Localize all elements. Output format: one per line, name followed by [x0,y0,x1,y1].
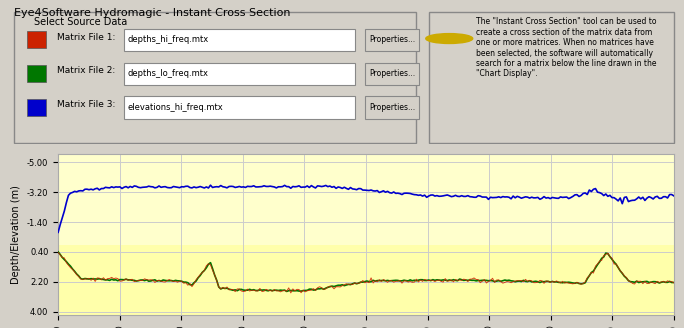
Bar [27,99,46,116]
Text: depths_lo_freq.mtx: depths_lo_freq.mtx [127,69,209,78]
FancyBboxPatch shape [124,96,356,119]
FancyBboxPatch shape [124,63,356,85]
FancyBboxPatch shape [365,63,419,85]
Bar [58,245,674,320]
Bar [27,31,46,49]
FancyBboxPatch shape [365,29,419,51]
Text: Matrix File 1:: Matrix File 1: [57,32,116,42]
Y-axis label: Depth/Elevation (m): Depth/Elevation (m) [12,185,21,284]
Text: depths_hi_freq.mtx: depths_hi_freq.mtx [127,35,209,45]
Bar [27,65,46,82]
Text: Properties...: Properties... [369,103,415,112]
Text: The "Instant Cross Section" tool can be used to
create a cross section of the ma: The "Instant Cross Section" tool can be … [476,17,657,78]
Text: Select Source Data: Select Source Data [34,17,127,27]
FancyBboxPatch shape [365,96,419,119]
Text: Matrix File 3:: Matrix File 3: [57,100,116,109]
FancyBboxPatch shape [124,29,356,51]
Text: elevations_hi_freq.mtx: elevations_hi_freq.mtx [127,103,223,112]
Text: Properties...: Properties... [369,69,415,78]
Circle shape [425,33,473,44]
FancyBboxPatch shape [429,12,674,143]
Text: Matrix File 2:: Matrix File 2: [57,67,116,75]
Text: Properties...: Properties... [369,35,415,45]
FancyBboxPatch shape [14,12,416,143]
Text: Eye4Software Hydromagic - Instant Cross Section: Eye4Software Hydromagic - Instant Cross … [14,8,290,18]
